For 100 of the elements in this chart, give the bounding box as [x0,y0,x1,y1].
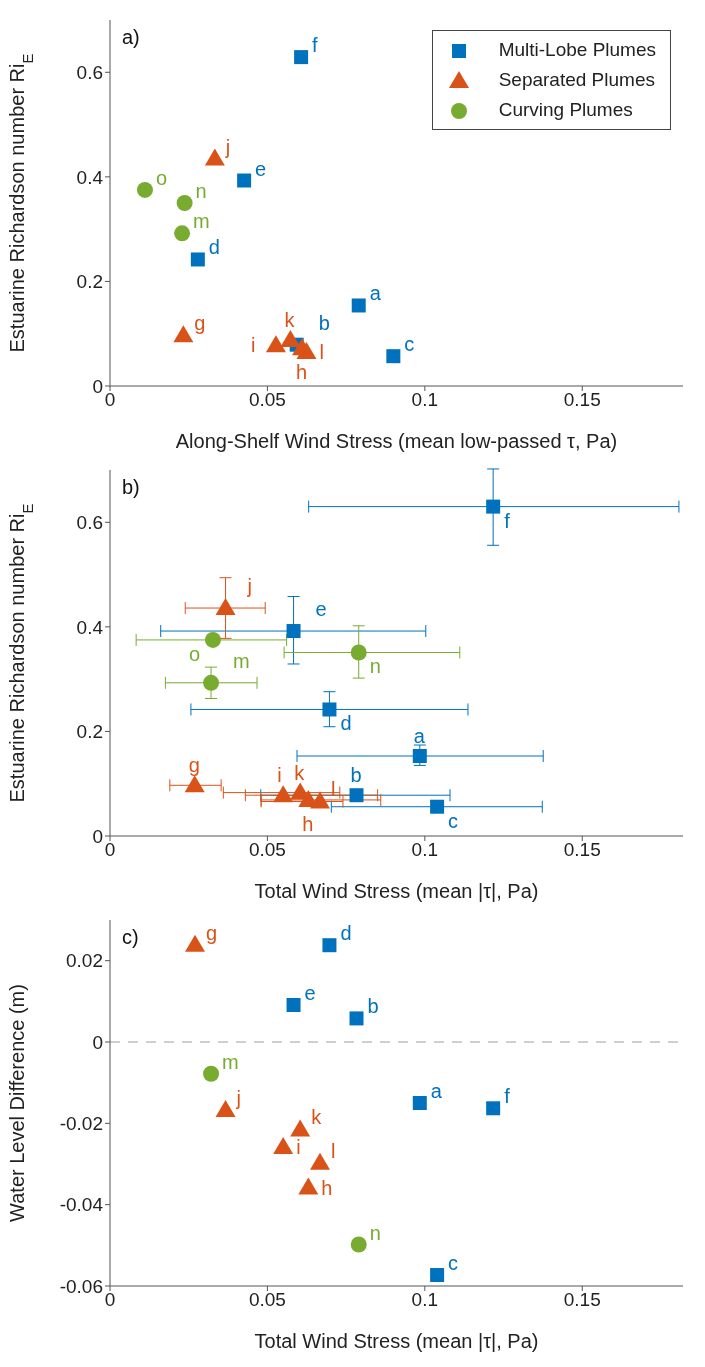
annotation: j [235,1086,241,1109]
point [173,325,194,343]
annotation: e [304,981,316,1004]
point [412,1096,427,1110]
annotation: k [311,1106,323,1129]
annotation: o [155,166,168,189]
x-axis-title: Along-Shelf Wind Stress (mean low-passed τ, Pa) [175,430,618,452]
point [190,252,205,267]
legend-label: Multi-Lobe Plumes [498,38,656,62]
point [349,1011,364,1026]
point [286,997,301,1012]
annotation: f [504,1085,511,1108]
point [290,1119,311,1137]
point [185,934,206,952]
point [310,791,330,809]
point [486,1101,501,1116]
y-tick-label: 0.4 [76,616,104,638]
annotation: g [188,754,200,777]
annotation: l [331,1139,336,1162]
y-tick-label: -0.04 [59,1194,104,1216]
point [296,342,317,360]
x-tick-label: 0.1 [411,839,439,861]
annotation: a [369,282,382,305]
annotation: k [294,761,306,784]
x-tick-label: 0.05 [248,389,286,411]
y-tick-label: 0 [92,1031,103,1053]
y-tick-label: 0.2 [76,271,103,293]
annotation: e [255,157,267,180]
annotation: m [222,1050,239,1073]
point [351,298,366,313]
annotation: l [319,341,324,364]
point [386,349,401,364]
annotation: a) [122,26,140,49]
annotation: g [194,312,206,335]
legend-label: Curving Plumes [498,98,633,122]
annotation: f [312,34,319,57]
point [273,785,294,803]
point [215,598,236,616]
annotation: b [350,764,362,787]
point [349,788,364,803]
annotation: h [296,361,308,384]
annotation: d [208,236,220,259]
annotation: i [250,334,256,357]
point [176,195,193,211]
annotation: i [277,764,282,787]
x-axis-title: Total Wind Stress (mean |τ|, Pa) [254,1330,539,1352]
point [322,702,337,717]
annotation: h [302,812,314,835]
annotation: k [284,308,296,331]
point [136,181,153,198]
y-tick-label: -0.02 [59,1113,103,1135]
x-axis-title: Total Wind Stress (mean |τ|, Pa) [254,880,539,902]
point [294,50,309,65]
point [486,499,501,514]
annotation: b [318,311,330,334]
x-tick-label: 0.05 [248,1289,286,1311]
point [430,1268,445,1283]
y-tick-label: 0 [92,375,103,397]
point [203,674,220,691]
annotation: e [315,598,327,621]
annotation: a [413,725,426,747]
point [204,148,225,166]
annotation: n [369,1221,381,1244]
point [203,1065,220,1082]
point [310,1152,330,1170]
y-tick-label: -0.06 [59,1275,103,1297]
y-tick-label: 0.6 [76,512,103,534]
annotation: n [369,655,381,678]
point [265,335,286,353]
annotation: l [331,778,336,801]
annotation: d [340,712,352,735]
annotation: c [448,809,459,832]
point [412,749,427,763]
y-tick-label: 0.4 [76,166,104,188]
x-tick-label: 0.15 [563,839,601,861]
annotation: c [404,333,415,356]
annotation: m [233,649,250,672]
x-tick-label: 0.15 [563,389,601,411]
annotation: m [193,210,210,233]
y-axis-title: Water Level Difference (m) [6,984,28,1222]
annotation: o [188,642,201,665]
annotation: h [321,1176,333,1199]
annotation: g [206,921,218,944]
annotation: f [504,509,511,532]
annotation: b [367,995,379,1018]
annotation: c [448,1252,459,1275]
point [280,329,301,347]
point [237,173,252,188]
point [204,631,221,648]
point [322,938,337,953]
legend-label: Separated Plumes [498,68,655,92]
point [174,225,191,242]
point [298,1177,319,1195]
annotation: b) [122,476,140,499]
annotation: d [340,922,352,945]
annotation: a [430,1080,443,1102]
y-tick-label: 0.6 [76,62,103,84]
annotation: i [296,1135,301,1158]
point [430,799,445,814]
annotation: j [246,575,252,598]
